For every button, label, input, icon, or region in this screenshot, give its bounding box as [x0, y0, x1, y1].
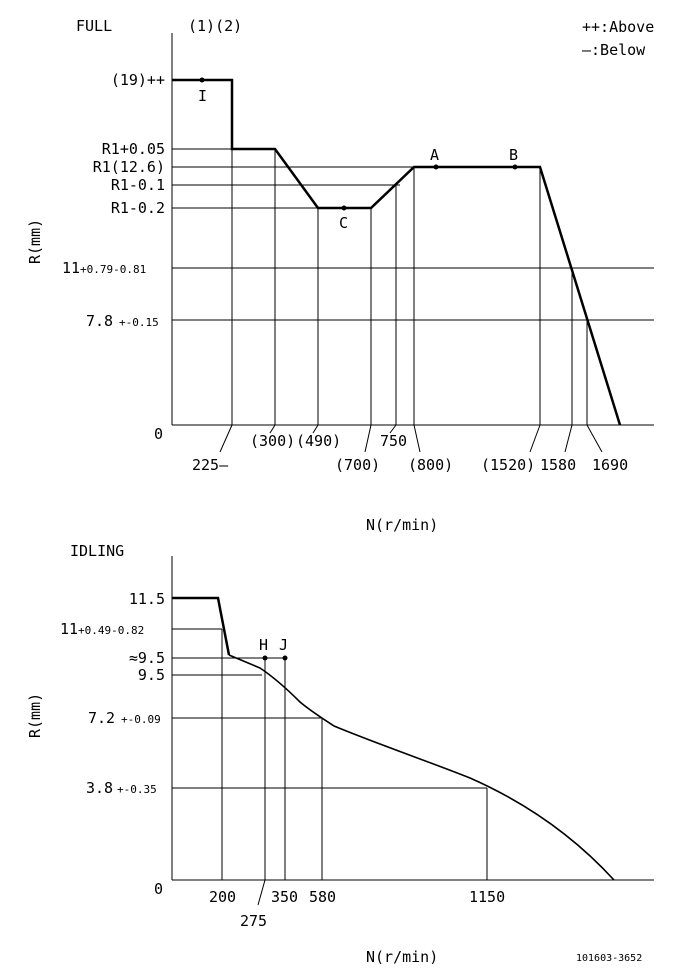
ylabel-38: 3.8: [86, 779, 113, 797]
point-h-label: H: [259, 636, 268, 654]
point-h-marker: [262, 655, 268, 661]
ylabel-95a: ≈9.5: [129, 649, 165, 667]
ylabel-r1m01: R1-0.1: [111, 176, 165, 194]
ylabel-72-tol: +-0.09: [121, 713, 161, 726]
xlabel-490: (490): [296, 432, 341, 450]
point-b-marker: [512, 164, 518, 170]
full-origin: 0: [154, 425, 163, 443]
ylabel-r1m02: R1-0.2: [111, 199, 165, 217]
tick-225: [219, 424, 233, 453]
idling-curve-top: [172, 596, 231, 656]
tick-1580: [564, 424, 573, 453]
tick-275: [257, 879, 266, 906]
ylabel-11-idle-tol: +0.49-0.82: [78, 624, 144, 637]
full-x-axis-label: N(r/min): [366, 516, 438, 534]
idling-origin: 0: [154, 880, 163, 898]
full-chart: FULL (1)(2) ++:Above —:Below: [26, 17, 654, 534]
xlabel-275: 275: [240, 912, 267, 930]
legend-above: ++:Above: [582, 18, 654, 36]
tick-1520: [529, 424, 541, 453]
xlabel-200: 200: [209, 888, 236, 906]
ylabel-72: 7.2: [88, 709, 115, 727]
point-b-label: B: [509, 146, 518, 164]
ylabel-78-tol: +-0.15: [119, 316, 159, 329]
full-title: FULL: [76, 17, 112, 35]
ylabel-19: (19)++: [111, 71, 165, 89]
xlabel-750: 750: [380, 432, 407, 450]
point-a-marker: [433, 164, 439, 170]
idling-curve: [228, 654, 615, 881]
idling-y-axis-label: R(mm): [26, 693, 44, 738]
tick-490: [312, 424, 319, 434]
point-c-label: C: [339, 214, 348, 232]
ylabel-78: 7.8: [86, 312, 113, 330]
ylabel-11-tol: +0.79-0.81: [80, 263, 146, 276]
point-c-marker: [341, 205, 347, 211]
ylabel-38-tol: +-0.35: [117, 783, 157, 796]
point-i-label: I: [198, 87, 207, 105]
point-i-marker: [199, 77, 205, 83]
tick-800: [413, 424, 421, 453]
xlabel-350: 350: [271, 888, 298, 906]
tick-700: [364, 424, 372, 453]
ylabel-11-idle: 11: [60, 620, 78, 638]
figure-code: 101603-3652: [576, 953, 642, 964]
xlabel-1150: 1150: [469, 888, 505, 906]
idling-chart: IDLING H J 11.5 11 +0.49-0.82 ≈9.5 9.5 7…: [26, 542, 654, 966]
ylabel-115: 11.5: [129, 590, 165, 608]
point-a-label: A: [430, 146, 439, 164]
point-j-label: J: [279, 636, 288, 654]
tick-750: [389, 424, 397, 434]
xlabel-800: (800): [408, 456, 453, 474]
xlabel-700: (700): [335, 456, 380, 474]
tick-300: [269, 424, 276, 434]
xlabel-1520: (1520): [481, 456, 535, 474]
ylabel-r1: R1(12.6): [93, 158, 165, 176]
ylabel-95b: 9.5: [138, 666, 165, 684]
point-j-marker: [282, 655, 288, 661]
xlabel-225: 225—: [192, 456, 229, 474]
ylabel-11: 11: [62, 259, 80, 277]
full-curve: [172, 78, 622, 426]
xlabel-300: (300): [250, 432, 295, 450]
idling-x-axis-label: N(r/min): [366, 948, 438, 966]
full-y-axis-label: R(mm): [26, 219, 44, 264]
xlabel-1690: 1690: [592, 456, 628, 474]
full-notes: (1)(2): [188, 17, 242, 35]
xlabel-580: 580: [309, 888, 336, 906]
ylabel-r1p05: R1+0.05: [102, 140, 165, 158]
xlabel-1580: 1580: [540, 456, 576, 474]
idling-title: IDLING: [70, 542, 124, 560]
legend-below: —:Below: [582, 41, 646, 59]
tick-1690: [586, 424, 603, 453]
